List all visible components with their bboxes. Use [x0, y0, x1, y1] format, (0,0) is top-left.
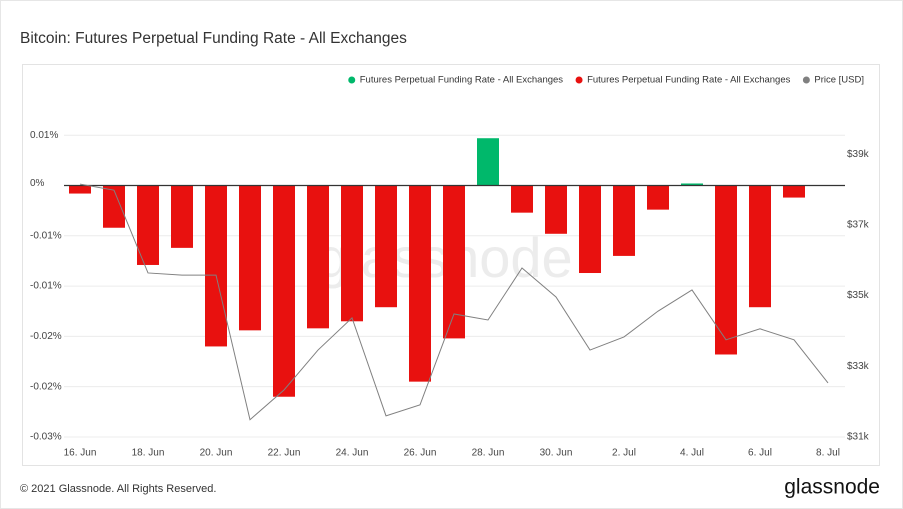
y-tick-label: -0.02% — [30, 381, 62, 392]
x-tick-label: 24. Jun — [336, 448, 369, 459]
copyright: © 2021 Glassnode. All Rights Reserved. — [20, 483, 216, 495]
legend-marker — [575, 76, 583, 84]
bar — [137, 185, 159, 265]
legend-label: Futures Perpetual Funding Rate - All Exc… — [360, 75, 564, 86]
bar — [647, 185, 669, 210]
bar — [613, 185, 635, 256]
plot-frame — [22, 64, 880, 466]
x-tick-label: 4. Jul — [680, 448, 704, 459]
bar — [443, 185, 465, 339]
x-tick-label: 20. Jun — [200, 448, 233, 459]
legend-marker — [802, 76, 810, 84]
bar — [783, 185, 805, 198]
y-tick-label: -0.02% — [30, 331, 62, 342]
bar — [103, 185, 125, 228]
bar — [579, 185, 601, 274]
y2-tick-label: $31k — [847, 432, 870, 443]
bar — [375, 185, 397, 308]
x-tick-label: 30. Jun — [540, 448, 573, 459]
bar — [409, 185, 431, 382]
y-tick-label: 0% — [30, 178, 45, 189]
y2-tick-label: $35k — [847, 290, 870, 301]
bar — [511, 185, 533, 213]
bar — [239, 185, 261, 331]
bar — [749, 185, 771, 308]
x-tick-label: 18. Jun — [132, 448, 165, 459]
y-tick-label: -0.01% — [30, 281, 62, 292]
bar — [171, 185, 193, 248]
y2-tick-label: $33k — [847, 361, 870, 372]
bar — [545, 185, 567, 234]
bar — [307, 185, 329, 329]
legend-label: Price [USD] — [814, 75, 864, 86]
y2-tick-label: $37k — [847, 219, 870, 230]
x-tick-label: 2. Jul — [612, 448, 636, 459]
y-tick-label: -0.01% — [30, 230, 62, 241]
x-tick-label: 16. Jun — [64, 448, 97, 459]
legend-marker — [348, 76, 356, 84]
bar — [715, 185, 737, 355]
x-tick-label: 28. Jun — [472, 448, 505, 459]
bar — [69, 185, 91, 194]
y2-tick-label: $39k — [847, 149, 870, 160]
legend-label: Futures Perpetual Funding Rate - All Exc… — [587, 75, 791, 86]
x-tick-label: 22. Jun — [268, 448, 301, 459]
x-tick-label: 8. Jul — [816, 448, 840, 459]
logo: glassnode — [784, 476, 880, 499]
chart-title: Bitcoin: Futures Perpetual Funding Rate … — [20, 30, 407, 47]
y-tick-label: 0.01% — [30, 130, 58, 141]
bar — [681, 183, 703, 186]
bar — [477, 138, 499, 186]
y-tick-label: -0.03% — [30, 432, 62, 443]
bar — [273, 185, 295, 397]
price-line — [79, 183, 829, 421]
bar — [341, 185, 363, 322]
x-tick-label: 6. Jul — [748, 448, 772, 459]
bar — [205, 185, 227, 347]
x-tick-label: 26. Jun — [404, 448, 437, 459]
